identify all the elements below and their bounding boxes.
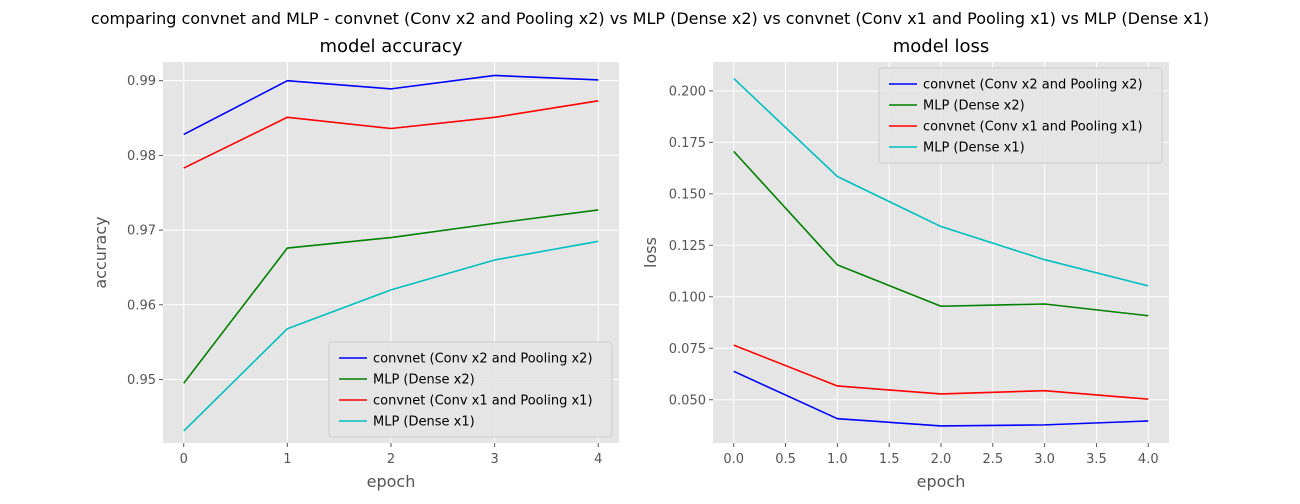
y-tick-label: 0.200 [669,84,706,99]
legend-frame [328,341,613,438]
legend-frame [878,67,1163,164]
x-tick-label: 3 [490,452,498,467]
series-line-1 [183,74,599,136]
x-tick-label: 2 [387,452,395,467]
series-line-4 [733,77,1149,287]
y-axis-label: loss [641,237,660,268]
legend: convnet (Conv x2 and Pooling x2) MLP (Den… [328,341,613,438]
legend-entry: convnet (Conv x2 and Pooling x2) [373,352,593,367]
x-axis-label: epoch [917,472,966,491]
legend-entry: convnet (Conv x1 and Pooling x1) [373,394,593,409]
y-tick-label: 0.150 [669,187,706,202]
series-line-1 [733,370,1149,427]
legend-entry: convnet (Conv x2 and Pooling x2) [923,78,1143,93]
y-tick-label: 0.125 [669,239,706,254]
y-tick-label: 0.97 [127,224,156,239]
y-tick-label: 0.075 [669,342,706,357]
y-tick-label: 0.99 [127,74,156,89]
x-tick-label: 1.0 [827,452,848,467]
legend-entry: MLP (Dense x2) [373,373,475,388]
x-tick-label: 3.5 [1086,452,1107,467]
y-tick-label: 0.96 [127,298,156,313]
y-axis-label: accuracy [91,216,110,288]
x-tick-label: 2.0 [931,452,952,467]
x-tick-label: 1 [283,452,291,467]
chart-title: model accuracy [320,36,463,57]
y-tick-label: 0.050 [669,393,706,408]
accuracy-chart: 0 1 2 3 4 0.95 0.96 0.97 0.98 0.99 model accuracy e… [91,36,619,491]
figure-suptitle: comparing convnet and MLP - convnet (Con… [91,9,1209,28]
x-tick-label: 0.0 [723,452,744,467]
legend-entry: convnet (Conv x1 and Pooling x1) [923,120,1143,135]
y-tick-label: 0.95 [127,373,156,388]
y-tick-label: 0.175 [669,136,706,151]
loss-chart: 0.0 0.5 1.0 1.5 2.0 2.5 3.0 3.5 4.0 0.050 0.075 0.1… [641,36,1169,491]
legend-entry: MLP (Dense x1) [923,141,1025,156]
chart-title: model loss [893,36,990,57]
y-tick-label: 0.100 [669,290,706,305]
series-line-4 [183,240,599,432]
x-axis-label: epoch [367,472,416,491]
y-tick-label: 0.98 [127,149,156,164]
legend-entry: MLP (Dense x1) [373,415,475,430]
x-tick-label: 4 [594,452,602,467]
series-line-3 [183,100,599,169]
x-tick-label: 0.5 [775,452,796,467]
legend: convnet (Conv x2 and Pooling x2) MLP (Den… [878,67,1163,164]
x-tick-label: 0 [180,452,188,467]
x-tick-label: 2.5 [982,452,1003,467]
series-line-3 [733,344,1149,400]
series-line-2 [183,209,599,384]
x-tick-label: 3.0 [1034,452,1055,467]
legend-entry: MLP (Dense x2) [923,99,1025,114]
x-tick-label: 4.0 [1138,452,1159,467]
series-line-2 [733,150,1149,317]
x-tick-label: 1.5 [879,452,900,467]
